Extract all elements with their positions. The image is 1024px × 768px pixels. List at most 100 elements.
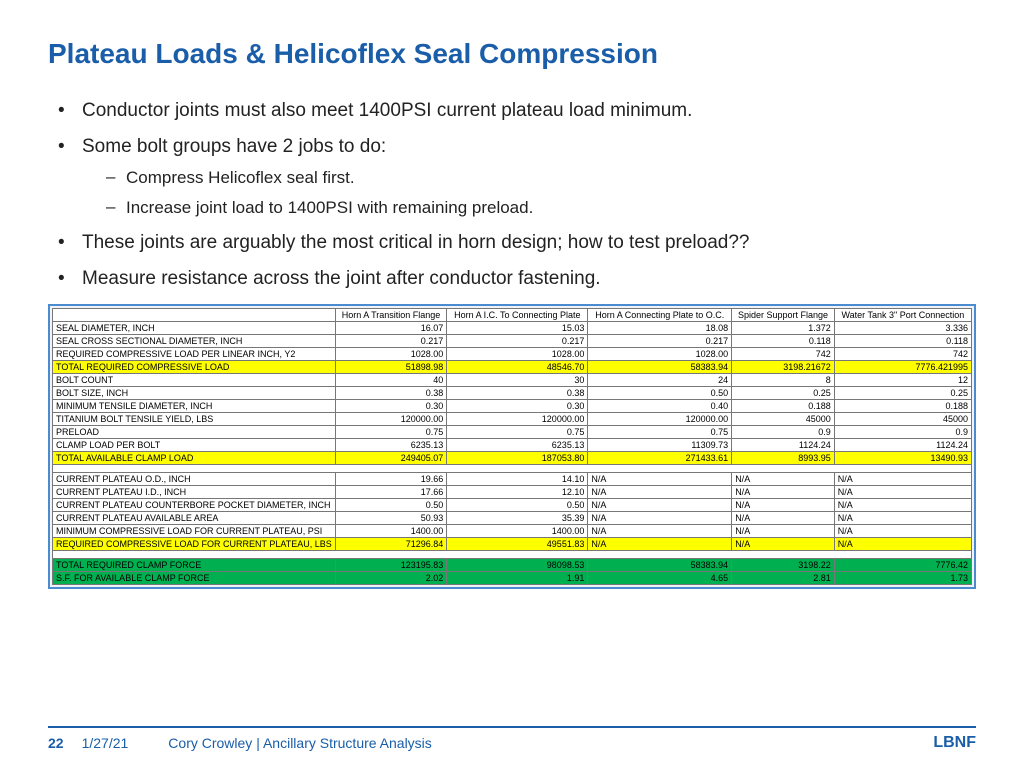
cell-value: 0.38 [335, 387, 447, 400]
cell-value: N/A [834, 499, 971, 512]
cell-value: 7776.42 [834, 559, 971, 572]
cell-value: N/A [732, 512, 835, 525]
col-5: Water Tank 3" Port Connection [834, 309, 971, 322]
cell-value: 45000 [834, 413, 971, 426]
row-label: CURRENT PLATEAU I.D., INCH [53, 486, 336, 499]
row-label: TOTAL REQUIRED CLAMP FORCE [53, 559, 336, 572]
cell-value: 17.66 [335, 486, 447, 499]
cell-value: 19.66 [335, 473, 447, 486]
row-label: MINIMUM COMPRESSIVE LOAD FOR CURRENT PLA… [53, 525, 336, 538]
footer-date: 1/27/21 [82, 735, 129, 751]
cell-value: 98098.53 [447, 559, 588, 572]
cell-value: N/A [732, 486, 835, 499]
cell-value: N/A [588, 499, 732, 512]
cell-value: 6235.13 [447, 439, 588, 452]
col-1: Horn A Transition Flange [335, 309, 447, 322]
cell-value: 0.38 [447, 387, 588, 400]
cell-value: 30 [447, 374, 588, 387]
data-table-wrap: Horn A Transition Flange Horn A I.C. To … [48, 304, 976, 589]
cell-value: 4.65 [588, 572, 732, 585]
spacer-row [53, 465, 972, 473]
page-number: 22 [48, 735, 64, 751]
cell-value: 0.25 [834, 387, 971, 400]
cell-value: N/A [588, 473, 732, 486]
cell-value: 0.25 [732, 387, 835, 400]
cell-value: 12 [834, 374, 971, 387]
cell-value: N/A [732, 473, 835, 486]
cell-value: 40 [335, 374, 447, 387]
table-row: S.F. FOR AVAILABLE CLAMP FORCE2.021.914.… [53, 572, 972, 585]
table-row: REQUIRED COMPRESSIVE LOAD PER LINEAR INC… [53, 348, 972, 361]
cell-value: 14.10 [447, 473, 588, 486]
slide: Plateau Loads & Helicoflex Seal Compress… [0, 0, 1024, 768]
bullet-4: Measure resistance across the joint afte… [58, 268, 976, 290]
cell-value: 51898.98 [335, 361, 447, 374]
cell-value: 3198.22 [732, 559, 835, 572]
row-label: S.F. FOR AVAILABLE CLAMP FORCE [53, 572, 336, 585]
table-row: REQUIRED COMPRESSIVE LOAD FOR CURRENT PL… [53, 538, 972, 551]
row-label: CURRENT PLATEAU O.D., INCH [53, 473, 336, 486]
cell-value: 7776.421995 [834, 361, 971, 374]
row-label: REQUIRED COMPRESSIVE LOAD FOR CURRENT PL… [53, 538, 336, 551]
cell-value: 15.03 [447, 322, 588, 335]
col-3: Horn A Connecting Plate to O.C. [588, 309, 732, 322]
table-row: SEAL CROSS SECTIONAL DIAMETER, INCH0.217… [53, 335, 972, 348]
cell-value: 123195.83 [335, 559, 447, 572]
cell-value: 1124.24 [834, 439, 971, 452]
table-row: TITANIUM BOLT TENSILE YIELD, LBS120000.0… [53, 413, 972, 426]
cell-value: 8 [732, 374, 835, 387]
col-0 [53, 309, 336, 322]
cell-value: 45000 [732, 413, 835, 426]
table-row: CURRENT PLATEAU AVAILABLE AREA50.9335.39… [53, 512, 972, 525]
cell-value: N/A [732, 525, 835, 538]
cell-value: 58383.94 [588, 559, 732, 572]
table-row: BOLT COUNT403024812 [53, 374, 972, 387]
slide-title: Plateau Loads & Helicoflex Seal Compress… [48, 38, 976, 70]
cell-value: 24 [588, 374, 732, 387]
sub-bullet-1: Compress Helicoflex seal first. [106, 168, 976, 188]
row-label: TITANIUM BOLT TENSILE YIELD, LBS [53, 413, 336, 426]
cell-value: 1028.00 [335, 348, 447, 361]
cell-value: 6235.13 [335, 439, 447, 452]
cell-value: 1400.00 [335, 525, 447, 538]
cell-value: 3198.21672 [732, 361, 835, 374]
cell-value: 2.02 [335, 572, 447, 585]
row-label: BOLT SIZE, INCH [53, 387, 336, 400]
cell-value: 0.75 [447, 426, 588, 439]
cell-value: 71296.84 [335, 538, 447, 551]
cell-value: 120000.00 [335, 413, 447, 426]
cell-value: 48546.70 [447, 361, 588, 374]
slide-footer: 22 1/27/21 Cory Crowley | Ancillary Stru… [48, 726, 976, 752]
cell-value: 0.9 [732, 426, 835, 439]
cell-value: 120000.00 [447, 413, 588, 426]
cell-value: 0.75 [335, 426, 447, 439]
bullet-3: These joints are arguably the most criti… [58, 232, 976, 254]
cell-value: 0.30 [335, 400, 447, 413]
table-row: TOTAL AVAILABLE CLAMP LOAD249405.0718705… [53, 452, 972, 465]
cell-value: 58383.94 [588, 361, 732, 374]
row-label: TOTAL REQUIRED COMPRESSIVE LOAD [53, 361, 336, 374]
table-row: SEAL DIAMETER, INCH16.0715.0318.081.3723… [53, 322, 972, 335]
cell-value: N/A [732, 538, 835, 551]
table-row: BOLT SIZE, INCH0.380.380.500.250.25 [53, 387, 972, 400]
row-label: BOLT COUNT [53, 374, 336, 387]
footer-author: Cory Crowley | Ancillary Structure Analy… [168, 735, 432, 751]
cell-value: 0.217 [588, 335, 732, 348]
cell-value: N/A [834, 525, 971, 538]
cell-value: 35.39 [447, 512, 588, 525]
cell-value: 0.118 [732, 335, 835, 348]
cell-value: N/A [834, 538, 971, 551]
cell-value: 18.08 [588, 322, 732, 335]
bullet-2-text: Some bolt groups have 2 jobs to do: [82, 136, 386, 157]
cell-value: 187053.80 [447, 452, 588, 465]
sub-bullet-2: Increase joint load to 1400PSI with rema… [106, 198, 976, 218]
cell-value: 12.10 [447, 486, 588, 499]
cell-value: 16.07 [335, 322, 447, 335]
cell-value: 1028.00 [588, 348, 732, 361]
cell-value: 0.50 [447, 499, 588, 512]
cell-value: 0.30 [447, 400, 588, 413]
cell-value: N/A [834, 486, 971, 499]
table-row: CURRENT PLATEAU COUNTERBORE POCKET DIAME… [53, 499, 972, 512]
table-row: MINIMUM TENSILE DIAMETER, INCH0.300.300.… [53, 400, 972, 413]
cell-value: N/A [588, 525, 732, 538]
